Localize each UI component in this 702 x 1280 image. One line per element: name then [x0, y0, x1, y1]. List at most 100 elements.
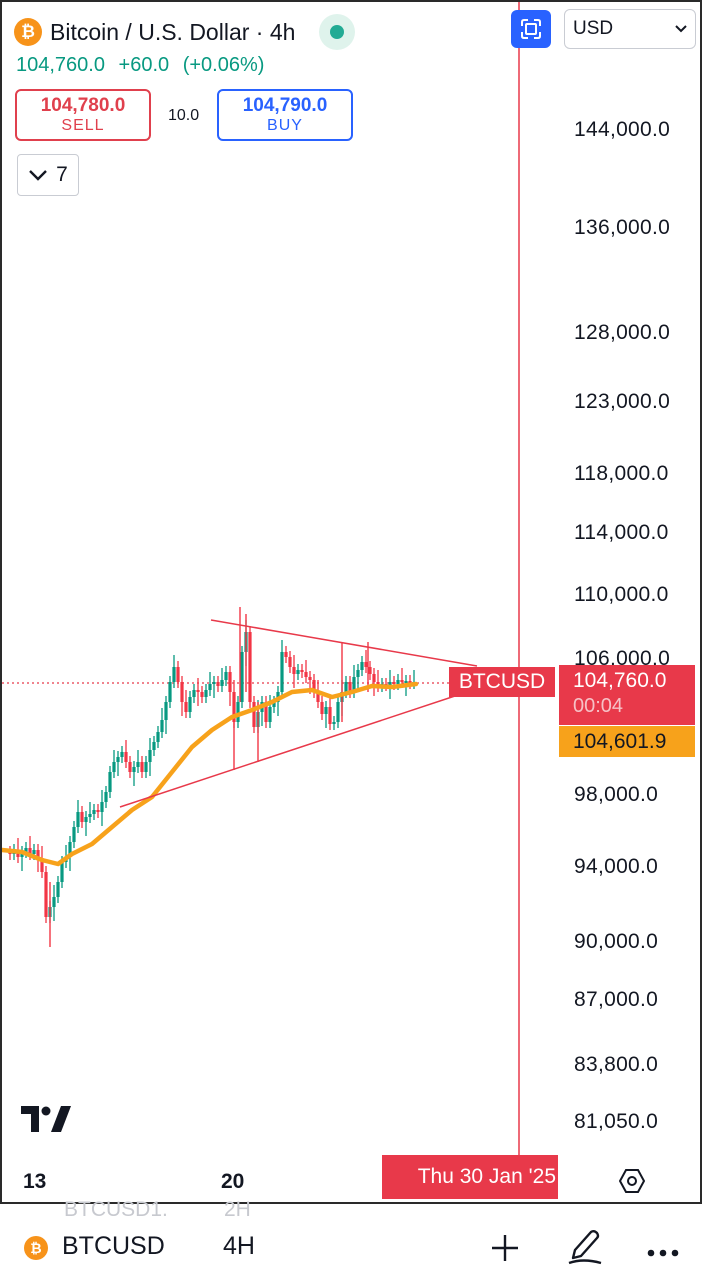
candle-body	[192, 690, 196, 697]
indicators-count: 7	[56, 163, 68, 186]
candle-body	[328, 707, 332, 724]
buy-label: BUY	[267, 117, 303, 134]
candle-body	[104, 792, 108, 802]
candle-body	[140, 762, 144, 772]
buy-button[interactable]: 104,790.0 BUY	[217, 89, 353, 141]
candle-body	[188, 697, 192, 712]
candle-body	[404, 681, 408, 683]
candle-body	[316, 692, 320, 702]
price-axis-label: 106,000.0	[574, 647, 671, 670]
symbol-selector[interactable]: BTCUSD	[62, 1232, 165, 1260]
candle-body	[136, 762, 140, 767]
candle-body	[36, 850, 40, 858]
candle-body	[120, 752, 124, 757]
candle-body	[96, 810, 100, 812]
candle-body	[156, 732, 160, 742]
price-chart[interactable]	[2, 2, 700, 1202]
price-axis-label: 123,000.0	[574, 390, 671, 413]
price-axis-label: 94,000.0	[574, 855, 659, 878]
chevron-down-icon	[675, 25, 687, 33]
spread-value: 10.0	[168, 107, 200, 124]
time-axis-label: 13	[23, 1170, 47, 1193]
settings-icon[interactable]	[618, 1168, 646, 1199]
candle-body	[112, 762, 116, 772]
candle-body	[76, 812, 80, 827]
candle-body	[356, 670, 360, 677]
indicators-toggle-button[interactable]: 7	[17, 154, 79, 196]
price-axis-label: 90,000.0	[574, 930, 659, 953]
price-axis-label: 110,000.0	[574, 583, 669, 606]
candle-body	[360, 662, 364, 670]
candle-body	[296, 670, 300, 674]
candle-body	[200, 692, 204, 697]
candle-body	[72, 827, 76, 842]
candle-body	[216, 682, 220, 686]
candle-body	[224, 672, 228, 680]
candle-body	[56, 882, 60, 897]
candle-body	[168, 682, 172, 702]
candle-body	[108, 772, 112, 792]
candle-body	[148, 750, 152, 762]
candle-body	[284, 652, 288, 657]
candle-body	[240, 652, 244, 702]
candle-body	[132, 767, 136, 772]
candle-body	[100, 802, 104, 812]
candle-body	[172, 667, 176, 682]
candle-body	[84, 817, 88, 822]
chart-frame[interactable]: ₿ Bitcoin / U.S. Dollar · 4h 104,760.0 +…	[0, 0, 702, 1204]
candle-body	[400, 680, 404, 682]
price-axis-label: 144,000.0	[574, 118, 671, 141]
last-price-tag: 104,760.0 00:04	[559, 665, 695, 725]
candle-body	[264, 702, 268, 722]
chart-header: ₿ Bitcoin / U.S. Dollar · 4h	[14, 12, 356, 52]
currency-select[interactable]: USD	[564, 9, 696, 49]
sell-label: SELL	[61, 117, 105, 134]
last-price-tag-value: 104,760.0	[573, 669, 667, 692]
candle-body	[212, 682, 216, 684]
time-axis-label: 20	[221, 1170, 245, 1193]
candle-body	[364, 662, 368, 667]
market-status-icon[interactable]	[319, 14, 356, 50]
symbol-title[interactable]: Bitcoin / U.S. Dollar · 4h	[50, 18, 296, 45]
price-axis-label: 98,000.0	[574, 783, 659, 806]
sell-button[interactable]: 104,780.0 SELL	[15, 89, 151, 141]
candle-body	[152, 742, 156, 750]
candle-body	[392, 682, 396, 684]
candle-body	[92, 810, 96, 814]
candle-body	[60, 862, 64, 882]
candle-body	[228, 672, 232, 692]
candle-body	[352, 677, 356, 692]
buy-price: 104,790.0	[242, 95, 328, 116]
pen-icon[interactable]	[567, 1228, 603, 1271]
quote-line: 104,760.0 +60.0 (+0.06%)	[16, 54, 272, 77]
candle-body	[28, 848, 32, 854]
tradingview-logo[interactable]	[21, 1106, 71, 1137]
candle-body	[88, 814, 92, 817]
candle-body	[116, 757, 120, 762]
interval-selector[interactable]: 4H	[223, 1232, 255, 1260]
fullscreen-button[interactable]	[511, 10, 551, 48]
candle-body	[204, 690, 208, 697]
crosshair-date-label: Thu 30 Jan '25	[382, 1155, 558, 1199]
candle-body	[32, 850, 36, 854]
candle-body	[40, 858, 44, 872]
price-axis-label: 128,000.0	[574, 321, 671, 344]
bitcoin-icon: ₿	[24, 1236, 48, 1260]
candle-body	[320, 702, 324, 714]
candle-body	[220, 680, 224, 686]
bottom-toolbar: BTCUSD1. 2H	[0, 1198, 702, 1280]
candle-body	[176, 667, 180, 682]
candle-body	[20, 852, 24, 857]
candle-body	[252, 702, 256, 727]
candle-body	[44, 872, 48, 917]
sell-price: 104,780.0	[40, 95, 126, 116]
candle-body	[348, 682, 352, 692]
moving-average-tag: 104,601.9	[559, 726, 695, 757]
plus-icon[interactable]	[490, 1233, 520, 1268]
candle-body	[272, 702, 276, 707]
candle-body	[128, 762, 132, 772]
candle-body	[184, 702, 188, 712]
candle-body	[24, 848, 28, 852]
more-icon[interactable]	[647, 1244, 679, 1262]
currency-value: USD	[573, 18, 614, 39]
